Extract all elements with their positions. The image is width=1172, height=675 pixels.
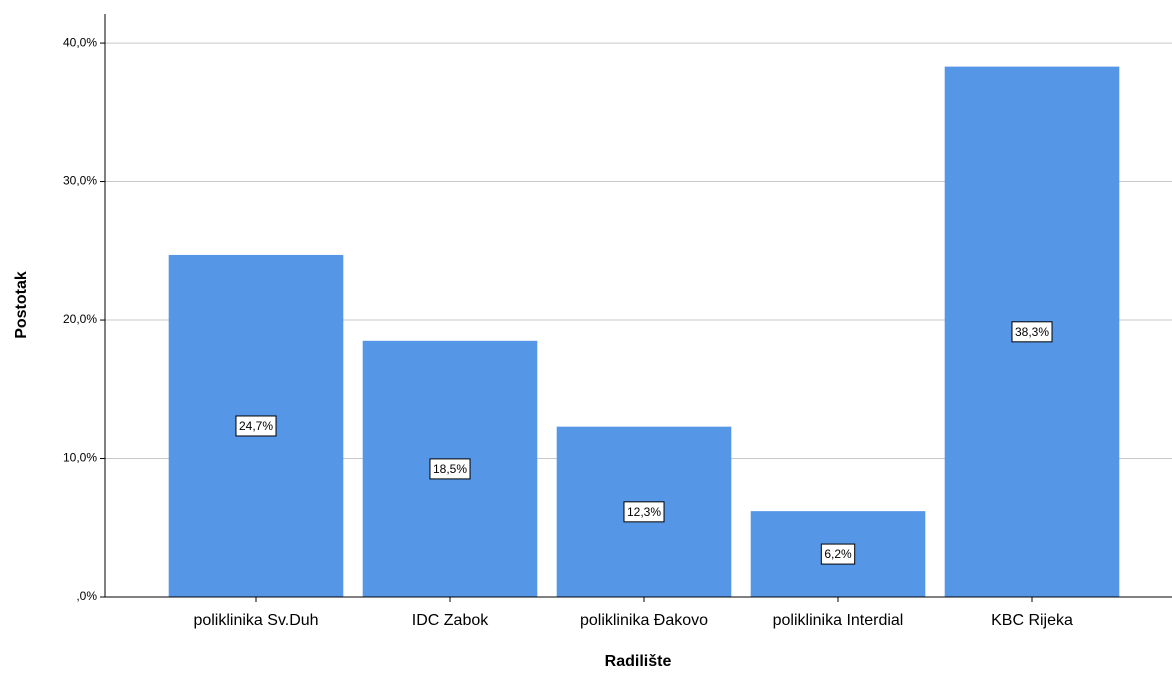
x-tick-label: IDC Zabok (412, 612, 489, 629)
y-tick-label: 30,0% (63, 174, 97, 188)
value-label-box (1011, 321, 1053, 343)
value-label: 38,3% (1015, 325, 1049, 339)
value-label-box (820, 543, 856, 565)
y-tick-label: 40,0% (63, 35, 97, 49)
x-tick-label: poliklinika Sv.Duh (193, 612, 318, 629)
value-label: 18,5% (433, 462, 467, 476)
x-axis-title: Radilište (605, 653, 672, 670)
value-label: 6,2% (824, 547, 852, 561)
x-tick-label: KBC Rijeka (991, 612, 1073, 629)
value-label: 12,3% (627, 505, 661, 519)
y-tick-label: 20,0% (63, 312, 97, 326)
value-label: 24,7% (239, 419, 273, 433)
value-label-box (623, 501, 665, 523)
value-label-box (235, 415, 277, 437)
x-tick-label: poliklinika Interdial (773, 612, 904, 629)
y-tick-label: ,0% (76, 589, 97, 603)
y-axis-title: Postotak (13, 271, 30, 339)
value-label-box (429, 458, 471, 480)
y-tick-label: 10,0% (63, 451, 97, 465)
x-tick-label: poliklinika Đakovo (580, 612, 708, 629)
